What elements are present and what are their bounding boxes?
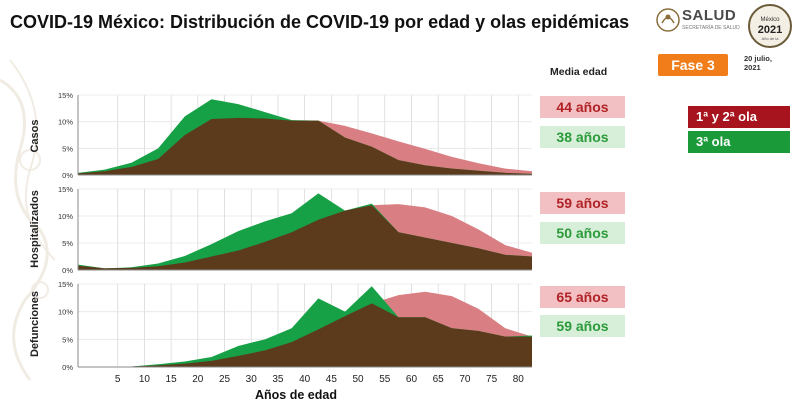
y-tick-label: 5% <box>62 335 73 344</box>
median-age-header: Media edad <box>550 66 608 78</box>
x-tick-label: 60 <box>406 374 418 385</box>
page-title: COVID-19 México: Distribución de COVID-1… <box>10 12 630 32</box>
area-overlap <box>78 205 532 270</box>
median-age-hospitalized-wave3: 50 años <box>540 222 625 244</box>
decorative-ornament <box>0 59 56 381</box>
x-tick-label: 20 <box>192 374 204 385</box>
median-age-hospitalized-wave12: 59 años <box>540 192 625 214</box>
y-tick-label: 5% <box>62 144 73 153</box>
salud-logo-subtext: SECRETARÍA DE SALUD <box>682 25 740 31</box>
y-tick-label: 15% <box>58 280 73 289</box>
median-age-deaths-wave3: 59 años <box>540 315 625 337</box>
x-tick-label: 80 <box>513 374 525 385</box>
salud-logo-icon <box>656 8 680 32</box>
svg-text:Año de la: Año de la <box>762 36 780 41</box>
x-tick-label: 35 <box>272 374 284 385</box>
salud-logo-text: SALUD <box>682 7 737 24</box>
x-tick-label: 5 <box>115 374 121 385</box>
x-tick-label: 25 <box>219 374 231 385</box>
svg-text:México: México <box>760 17 780 23</box>
legend-wave3: 3ª ola <box>688 131 790 153</box>
x-tick-label: 30 <box>246 374 258 385</box>
legend-wave12: 1ª y 2ª ola <box>688 106 790 128</box>
report-date: 20 julio, 2021 <box>744 54 772 72</box>
area-overlap <box>78 117 532 175</box>
y-tick-label: 10% <box>58 308 73 317</box>
median-age-cases-wave3: 38 años <box>540 126 625 148</box>
y-tick-label: 0% <box>62 363 73 372</box>
median-age-cases-wave12: 44 años <box>540 96 625 118</box>
median-age-deaths-wave12: 65 años <box>540 286 625 308</box>
x-tick-label: 40 <box>299 374 311 385</box>
x-tick-label: 45 <box>326 374 338 385</box>
mexico-2021-seal-icon: México 2021 Año de la <box>748 4 792 48</box>
y-tick-label: 0% <box>62 266 73 275</box>
phase-badge: Fase 3 <box>658 54 728 76</box>
y-tick-label: 0% <box>62 171 73 180</box>
x-tick-label: 75 <box>486 374 498 385</box>
y-tick-label: 10% <box>58 118 73 127</box>
svg-text:2021: 2021 <box>758 24 782 36</box>
y-tick-label: 15% <box>58 185 73 194</box>
x-axis-label: Años de edad <box>255 388 337 402</box>
y-tick-label: 15% <box>58 91 73 100</box>
x-tick-label: 10 <box>139 374 151 385</box>
x-tick-label: 50 <box>352 374 364 385</box>
y-tick-label: 5% <box>62 239 73 248</box>
x-tick-label: 15 <box>166 374 178 385</box>
x-tick-label: 70 <box>459 374 471 385</box>
y-tick-label: 10% <box>58 212 73 221</box>
area-overlap <box>78 303 532 367</box>
x-tick-label: 65 <box>433 374 445 385</box>
x-tick-label: 55 <box>379 374 391 385</box>
